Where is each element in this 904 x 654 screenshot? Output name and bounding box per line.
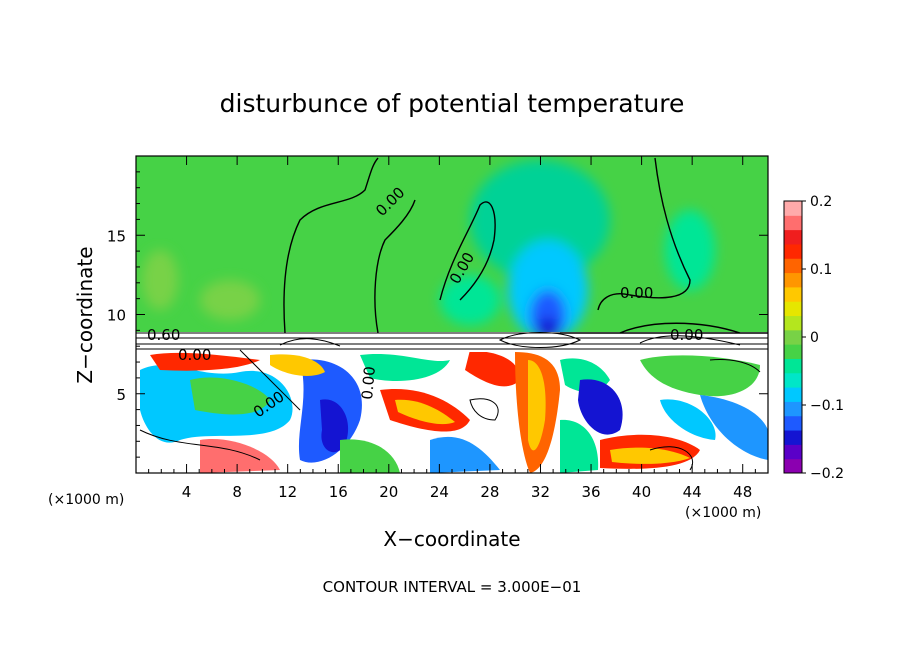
contour-label: 0.00 (670, 326, 703, 344)
x-unit-right: (×1000 m) (685, 505, 761, 521)
colorbar-swatch (784, 243, 802, 259)
upper-contours (283, 157, 768, 334)
colorbar-swatch (784, 229, 802, 245)
colorbar-swatch (784, 286, 802, 302)
colorbar-swatch (784, 315, 802, 331)
y-tick-label: 10 (107, 307, 126, 325)
colorbar-swatch (784, 301, 802, 317)
footer-contour-interval: CONTOUR INTERVAL = 3.000E−01 (323, 578, 582, 596)
boundary-band (136, 332, 768, 352)
colorbar-swatch (784, 258, 802, 274)
y-axis: 5 10 15 (107, 171, 768, 458)
x-tick-label: 36 (581, 483, 600, 501)
colorbar-swatch (784, 201, 802, 216)
colorbar-tick-label: −0.1 (810, 398, 844, 414)
colorbar-tick-label: 0.2 (810, 194, 832, 210)
colorbar-swatch (784, 272, 802, 288)
lower-layer-blobs (140, 350, 768, 473)
colorbar-swatch (784, 458, 802, 474)
chart-title: disturbunce of potential temperature (220, 89, 685, 118)
x-tick-label: 48 (733, 483, 752, 501)
x-tick-label: 40 (632, 483, 651, 501)
plot-area: 0.00 0.00 0.00 0.00 0.00 0.60 0.00 0.00 (136, 156, 768, 473)
x-tick-label: 32 (531, 483, 550, 501)
colorbar-tick-label: 0.1 (810, 262, 832, 278)
x-tick-label: 24 (430, 483, 449, 501)
colorbar-swatch (784, 444, 802, 460)
upper-layer-blotches (142, 160, 715, 340)
x-tick-label: 4 (182, 483, 192, 501)
colorbar-swatch (784, 387, 802, 402)
colorbar-swatch (784, 415, 802, 431)
contour-label: 0.00 (620, 284, 653, 302)
colorbar-tick-label: 0 (810, 330, 819, 346)
colorbar-swatch (784, 401, 802, 417)
contour-label: 0.00 (178, 346, 211, 364)
x-tick-label: 20 (379, 483, 398, 501)
colorbar: 0.2 0.1 0 −0.1 −0.2 (783, 194, 844, 482)
contour-label: 0.00 (358, 366, 379, 401)
x-tick-label: 8 (232, 483, 242, 501)
contour-label: 0.60 (147, 326, 180, 344)
x-tick-label: 44 (683, 483, 702, 501)
colorbar-tick-label: −0.2 (810, 466, 844, 482)
x-axis-label: X−coordinate (383, 527, 520, 551)
x-axis: 4 8 12 16 20 24 28 32 36 40 44 48 (148, 156, 756, 501)
x-tick-label: 12 (278, 483, 297, 501)
x-tick-label: 28 (480, 483, 499, 501)
y-tick-label: 15 (107, 227, 126, 245)
colorbar-swatch (784, 344, 802, 359)
y-axis-label: Z−coordinate (73, 246, 97, 383)
y-tick-label: 5 (116, 386, 126, 404)
x-unit-left: (×1000 m) (48, 492, 124, 508)
colorbar-swatch (784, 372, 802, 388)
colorbar-swatch (784, 329, 802, 345)
colorbar-swatch (784, 430, 802, 445)
x-tick-label: 16 (329, 483, 348, 501)
colorbar-swatch (784, 215, 802, 231)
colorbar-swatch (784, 358, 802, 374)
